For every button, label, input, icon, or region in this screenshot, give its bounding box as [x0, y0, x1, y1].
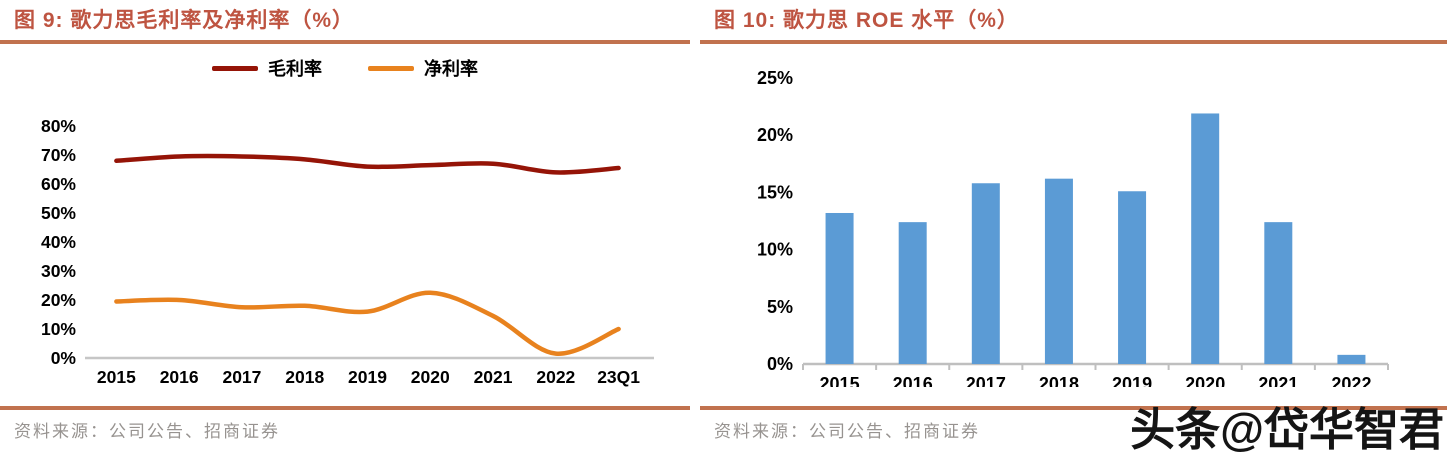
- x-axis-label: 2019: [1112, 374, 1152, 387]
- y-axis-label: 50%: [41, 203, 76, 223]
- figure10-panel: 图 10: 歌力思 ROE 水平（%） 0% 5% 10% 15% 20% 25% 2015…: [700, 0, 1447, 456]
- gross-margin-line-swatch: [212, 65, 258, 71]
- x-axis-label: 23Q1: [597, 367, 640, 387]
- roe-bar-2018: [1044, 178, 1073, 364]
- gross-margin-legend-label: 毛利率: [268, 59, 322, 79]
- y-axis-label: 40%: [41, 232, 76, 252]
- y-axis-label: 25%: [757, 68, 793, 88]
- y-axis-label: 30%: [41, 261, 76, 281]
- x-axis-label: 2019: [348, 367, 387, 387]
- x-axis-label: 2017: [966, 374, 1006, 387]
- x-axis-label: 2020: [411, 367, 450, 387]
- roe-bar-2017: [971, 183, 1000, 364]
- y-axis-label: 20%: [757, 125, 793, 145]
- figure10-title: 图 10: 歌力思 ROE 水平（%）: [714, 9, 1019, 32]
- x-axis-label: 2017: [222, 367, 261, 387]
- y-axis-label: 15%: [757, 182, 793, 202]
- y-axis-label: 0%: [767, 354, 793, 374]
- margin-line-chart: 0% 10% 20% 30% 40% 50% 60% 70% 80% 2015 2016 2017 20…: [41, 116, 654, 387]
- x-axis-label: 2016: [893, 374, 933, 387]
- x-axis-label: 2020: [1185, 374, 1225, 387]
- x-axis-label: 2021: [474, 367, 513, 387]
- y-axis-label: 5%: [767, 297, 793, 317]
- watermark: 头条@岱华智君: [1130, 403, 1444, 455]
- figure9-footer-rule: [0, 406, 690, 410]
- legend-item-net-margin: 净利率: [368, 55, 478, 81]
- net-margin-line-swatch: [368, 65, 414, 71]
- x-axis-label: 2015: [97, 367, 136, 387]
- net-margin-series-line: [114, 290, 621, 356]
- x-axis-label: 2022: [1331, 374, 1371, 387]
- y-axis-label: 70%: [41, 145, 76, 165]
- figure9-source-block: 资料来源：公司公告、招商证券: [0, 406, 690, 456]
- x-axis-label: 2021: [1258, 374, 1298, 387]
- roe-bar-chart: 0% 5% 10% 15% 20% 25% 2015 2016 2017 2018 2019 2020…: [757, 68, 1389, 387]
- y-axis-label: 10%: [757, 240, 793, 260]
- figure10-source-block: 资料来源：公司公告、招商证券: [700, 406, 1447, 456]
- figure9-title: 图 9: 歌力思毛利率及净利率（%）: [14, 9, 355, 32]
- x-axis-label: 2015: [820, 374, 860, 387]
- y-axis-label: 60%: [41, 174, 76, 194]
- x-axis-label: 2022: [536, 367, 575, 387]
- x-axis-label: 2018: [1039, 374, 1079, 387]
- figure9-panel: 图 9: 歌力思毛利率及净利率（%） 毛利率 净利率 0% 10% 20% 30% 40…: [0, 0, 690, 456]
- figure10-footer-rule: [700, 406, 1447, 410]
- y-axis-label: 80%: [41, 116, 76, 136]
- net-margin-legend-label: 净利率: [424, 59, 478, 79]
- roe-bar-2020: [1191, 113, 1220, 364]
- roe-bar-2021: [1264, 222, 1293, 364]
- roe-bar-2019: [1118, 191, 1147, 364]
- x-axis-label: 2018: [285, 367, 324, 387]
- figure9-source-note: 资料来源：公司公告、招商证券: [14, 422, 280, 441]
- y-axis-label: 20%: [41, 290, 76, 310]
- figure9-title-rule: [0, 40, 690, 44]
- legend-item-gross-margin: 毛利率: [212, 55, 322, 81]
- figure9-legend: 毛利率 净利率: [0, 54, 690, 82]
- y-axis-label: 10%: [41, 319, 76, 339]
- roe-bar-2015: [825, 212, 854, 364]
- gross-margin-series-line: [114, 153, 621, 175]
- roe-bar-2022: [1337, 354, 1366, 364]
- figure10-title-rule: [700, 40, 1447, 44]
- figure10-source-note: 资料来源：公司公告、招商证券: [714, 422, 980, 441]
- roe-bar-2016: [898, 222, 927, 364]
- y-axis-label: 0%: [51, 348, 77, 368]
- x-axis-label: 2016: [160, 367, 199, 387]
